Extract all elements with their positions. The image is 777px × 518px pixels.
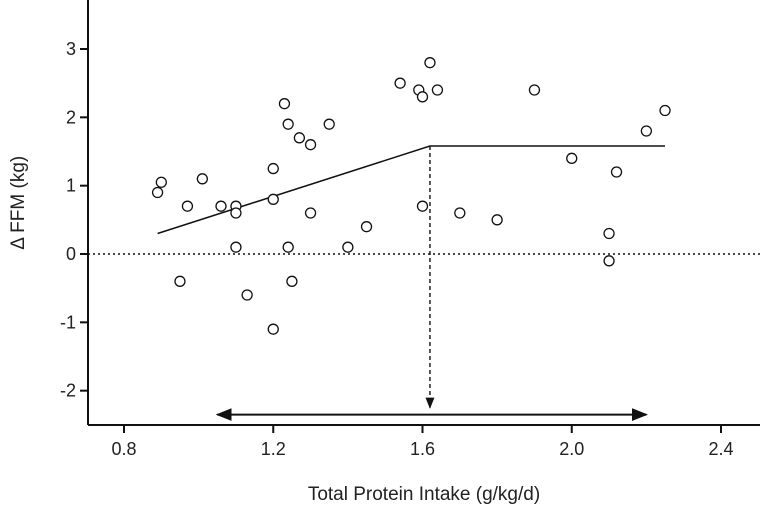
data-point bbox=[528, 84, 541, 96]
fit-line bbox=[157, 145, 666, 235]
data-point bbox=[278, 98, 291, 110]
y-tick-label: 0 bbox=[66, 244, 76, 264]
data-point bbox=[659, 104, 671, 117]
data-point bbox=[360, 221, 373, 233]
data-point bbox=[342, 241, 354, 253]
data-point bbox=[491, 214, 503, 226]
data-point bbox=[196, 173, 209, 185]
data-point bbox=[267, 323, 279, 335]
data-point bbox=[267, 162, 279, 175]
data-point bbox=[394, 77, 406, 89]
data-point bbox=[603, 255, 615, 267]
data-point bbox=[323, 118, 335, 130]
x-tick-label: 1.2 bbox=[261, 439, 286, 459]
data-point bbox=[215, 200, 227, 212]
data-point bbox=[181, 200, 194, 212]
data-point bbox=[286, 275, 298, 287]
y-tick-label: 3 bbox=[66, 39, 76, 59]
data-point bbox=[174, 275, 186, 287]
data-point bbox=[640, 125, 653, 137]
y-tick-label: 1 bbox=[66, 176, 76, 196]
data-point bbox=[304, 139, 317, 151]
data-point bbox=[424, 57, 436, 69]
x-axis-title: Total Protein Intake (g/kg/d) bbox=[308, 484, 540, 505]
data-point bbox=[267, 193, 279, 205]
data-point bbox=[282, 241, 294, 253]
data-point bbox=[454, 207, 466, 219]
y-tick-label: -2 bbox=[60, 381, 76, 401]
data-point bbox=[416, 200, 429, 212]
y-tick-label: -1 bbox=[60, 312, 76, 332]
x-tick-label: 2.0 bbox=[559, 439, 584, 459]
x-tick-label: 2.4 bbox=[708, 439, 733, 459]
data-point bbox=[155, 176, 167, 188]
data-point bbox=[603, 227, 615, 240]
data-point bbox=[293, 132, 306, 144]
data-point bbox=[566, 152, 578, 164]
y-tick-label: 2 bbox=[66, 107, 76, 127]
data-point bbox=[282, 118, 294, 130]
data-point bbox=[431, 84, 444, 96]
x-tick-label: 1.6 bbox=[410, 439, 435, 459]
y-axis-title: Δ FFM (kg) bbox=[8, 156, 29, 250]
x-tick-label: 0.8 bbox=[111, 439, 136, 459]
data-point bbox=[230, 207, 242, 219]
data-point bbox=[241, 289, 253, 301]
data-point bbox=[610, 166, 623, 178]
data-point bbox=[151, 186, 164, 199]
data-point bbox=[304, 207, 317, 219]
data-point bbox=[416, 91, 429, 103]
data-point bbox=[230, 241, 242, 253]
